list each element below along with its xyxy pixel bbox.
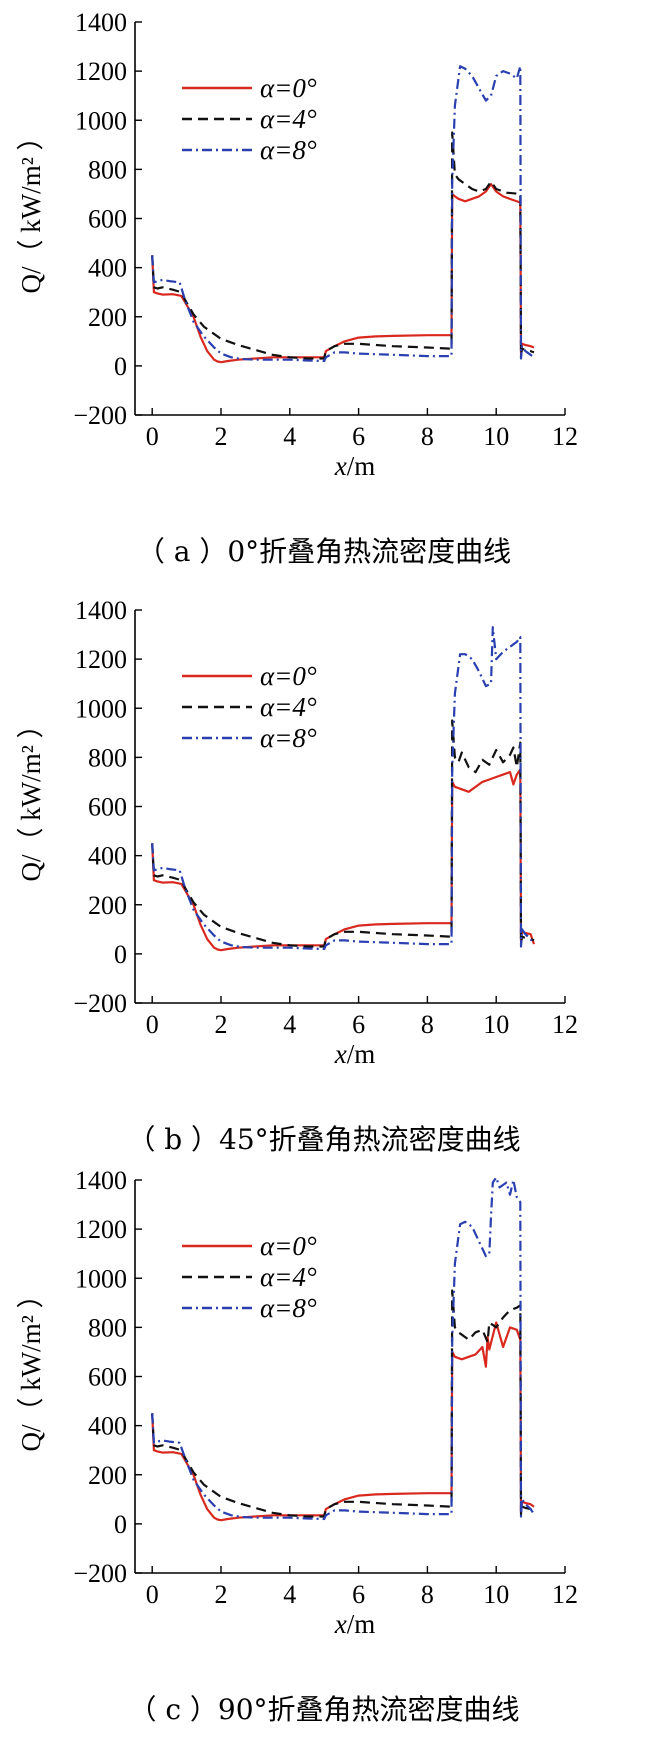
chart-caption-a: （ a ）0°折叠角热流密度曲线 — [136, 535, 512, 568]
legend-label-1: α=4° — [260, 692, 317, 722]
legend-label-2: α=8° — [260, 135, 317, 165]
y-tick-label: 800 — [88, 1313, 127, 1342]
x-axis-label-var: x — [334, 1609, 347, 1639]
x-tick-label: 4 — [283, 1010, 296, 1039]
x-tick-label: 8 — [421, 1580, 434, 1609]
x-tick-label: 4 — [283, 1580, 296, 1609]
x-tick-label: 2 — [215, 422, 228, 451]
x-tick-label: 12 — [552, 1010, 578, 1039]
x-axis-label-unit: /m — [347, 1609, 376, 1639]
x-tick-label: 2 — [215, 1010, 228, 1039]
x-tick-label: 2 — [215, 1580, 228, 1609]
y-tick-label: 1400 — [75, 596, 127, 625]
legend-label-1: α=4° — [260, 104, 317, 134]
series-line-1 — [151, 719, 535, 948]
chart-panel-b: −200 0 200 400 600 800 1000 1200 1400 0 2 4 6 8 10 12 x/… — [0, 588, 648, 1178]
series-line-0 — [151, 1321, 535, 1522]
y-tick-label: 400 — [88, 254, 127, 283]
y-tick-label: 200 — [88, 891, 127, 920]
y-tick-label: 1200 — [75, 57, 127, 86]
x-tick-label: 0 — [146, 422, 159, 451]
series-line-1 — [151, 131, 535, 360]
series-line-2 — [151, 1176, 535, 1521]
y-axis-label: Q/（ kW/m² ） — [16, 711, 46, 881]
legend-label-0: α=0° — [260, 1231, 317, 1261]
y-tick-label: 600 — [88, 793, 127, 822]
legend-label-1: α=4° — [260, 1262, 317, 1292]
x-tick-label: 8 — [421, 1010, 434, 1039]
chart-caption-b: （ b ）45°折叠角热流密度曲线 — [127, 1123, 521, 1156]
x-tick-label: 0 — [146, 1010, 159, 1039]
y-tick-label: 200 — [88, 1461, 127, 1490]
x-tick-label: 10 — [483, 1010, 509, 1039]
series-line-2 — [151, 65, 535, 363]
y-tick-label: −200 — [73, 401, 127, 430]
x-axis-label-var: x — [334, 1039, 347, 1069]
y-tick-label: 1200 — [75, 645, 127, 674]
x-tick-label: 10 — [483, 1580, 509, 1609]
y-tick-label: 200 — [88, 303, 127, 332]
x-tick-label: 6 — [352, 422, 365, 451]
y-tick-label: 600 — [88, 205, 127, 234]
x-tick-label: 6 — [352, 1010, 365, 1039]
x-tick-label: 8 — [421, 422, 434, 451]
legend-label-0: α=0° — [260, 661, 317, 691]
legend-label-2: α=8° — [260, 1293, 317, 1323]
x-axis-label: x/m — [334, 451, 376, 481]
y-tick-label: 800 — [88, 155, 127, 184]
y-tick-label: 600 — [88, 1363, 127, 1392]
y-tick-label: 0 — [114, 1510, 127, 1539]
y-tick-label: 1200 — [75, 1215, 127, 1244]
y-tick-label: 400 — [88, 842, 127, 871]
legend-label-0: α=0° — [260, 73, 317, 103]
y-tick-label: 1000 — [75, 694, 127, 723]
y-tick-label: 1000 — [75, 1264, 127, 1293]
y-axis-label: Q/（ kW/m² ） — [16, 123, 46, 293]
x-axis-label: x/m — [334, 1039, 376, 1069]
y-tick-label: −200 — [73, 989, 127, 1018]
y-tick-label: 0 — [114, 940, 127, 969]
series-line-0 — [151, 183, 535, 364]
x-axis-label-unit: /m — [347, 1039, 376, 1069]
x-axis-label-var: x — [334, 451, 347, 481]
x-tick-label: 0 — [146, 1580, 159, 1609]
y-tick-label: 1400 — [75, 8, 127, 37]
legend-label-2: α=8° — [260, 723, 317, 753]
chart-svg-b: −200 0 200 400 600 800 1000 1200 1400 0 2 4 6 8 10 12 x/… — [16, 596, 578, 1069]
chart-caption-c: （ c ）90°折叠角热流密度曲线 — [128, 1693, 520, 1726]
chart-panel-a: −200 0 200 400 600 800 1000 1200 1400 0 2 4 6 8 10 12 x/… — [0, 0, 648, 590]
y-tick-label: 800 — [88, 743, 127, 772]
y-tick-label: −200 — [73, 1559, 127, 1588]
x-tick-label: 12 — [552, 422, 578, 451]
x-axis-label: x/m — [334, 1609, 376, 1639]
chart-svg-a: −200 0 200 400 600 800 1000 1200 1400 0 2 4 6 8 10 12 x/… — [16, 8, 578, 481]
chart-panel-c: −200 0 200 400 600 800 1000 1200 1400 0 2 4 6 8 10 12 x/… — [0, 1158, 648, 1748]
series-line-0 — [151, 768, 536, 952]
y-tick-label: 0 — [114, 352, 127, 381]
series-line-1 — [151, 1289, 535, 1518]
x-tick-label: 10 — [483, 422, 509, 451]
x-tick-label: 12 — [552, 1580, 578, 1609]
y-tick-label: 1000 — [75, 106, 127, 135]
x-tick-label: 6 — [352, 1580, 365, 1609]
x-axis-label-unit: /m — [347, 451, 376, 481]
y-tick-label: 1400 — [75, 1166, 127, 1195]
y-tick-label: 400 — [88, 1412, 127, 1441]
x-tick-label: 4 — [283, 422, 296, 451]
y-axis-label: Q/（ kW/m² ） — [16, 1281, 46, 1451]
chart-svg-c: −200 0 200 400 600 800 1000 1200 1400 0 2 4 6 8 10 12 x/… — [16, 1166, 578, 1639]
